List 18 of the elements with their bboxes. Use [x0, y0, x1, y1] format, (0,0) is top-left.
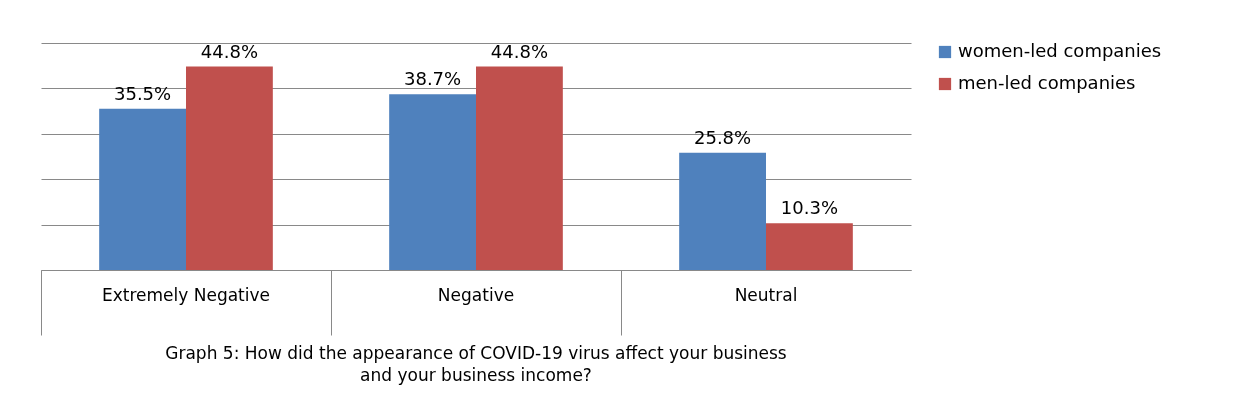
text: Graph 5: How did the appearance of COVID-19 virus affect your business and your business income?: [165, 342, 787, 385]
x-tick-label: Neutral: [734, 284, 798, 305]
bar: [389, 94, 476, 270]
legend-label: men-led companies: [958, 72, 1136, 93]
data-label: 44.8%: [200, 40, 259, 62]
bar: [186, 66, 273, 270]
data-label: 25.8%: [693, 126, 752, 148]
x-tick-label: Negative: [437, 284, 515, 305]
bar: [679, 152, 766, 270]
data-label: 38.7%: [403, 68, 462, 90]
bar: [766, 223, 853, 270]
x-tick-label: Extremely Negative: [101, 284, 271, 305]
bar: [99, 108, 186, 270]
legend-label: women-led companies: [958, 40, 1162, 61]
data-label: 35.5%: [113, 82, 172, 104]
data-label: 10.3%: [780, 197, 839, 219]
data-label: 44.8%: [490, 40, 549, 62]
bar: [476, 66, 563, 270]
